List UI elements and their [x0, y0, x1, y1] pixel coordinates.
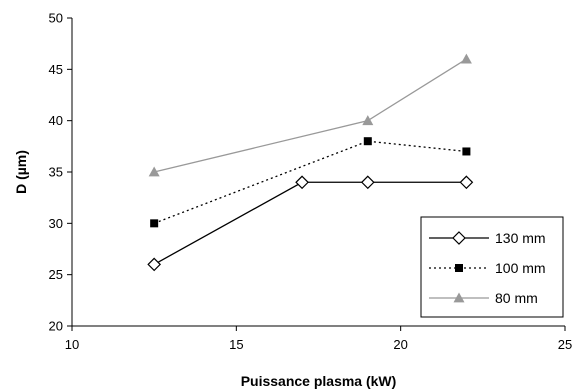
legend-box: [420, 216, 564, 318]
legend-marker: [452, 231, 466, 245]
series-line: [154, 58, 467, 173]
series-layer: [147, 53, 474, 272]
y-tick-label: 20: [49, 319, 63, 334]
x-tick-label: 15: [229, 337, 243, 352]
data-point: [459, 175, 474, 190]
y-tick-label: 45: [49, 62, 63, 77]
series-100-mm: [150, 137, 471, 228]
x-axis-title: Puissance plasma (kW): [241, 373, 397, 389]
axes: 20 25 30 35 40 45 50 10 15 20 25: [49, 11, 573, 353]
data-point: [147, 257, 162, 272]
series-80-mm: [148, 53, 472, 177]
data-point: [460, 53, 472, 64]
legend-label: 80 mm: [495, 290, 538, 306]
legend-label: 130 mm: [495, 230, 546, 246]
data-point: [150, 219, 159, 228]
y-tick-label: 40: [49, 113, 63, 128]
y-tick-label: 50: [49, 11, 63, 26]
series-line: [153, 181, 467, 265]
data-point: [362, 115, 374, 126]
data-point: [363, 137, 372, 146]
y-tick-label: 30: [49, 216, 63, 231]
y-tick-label: 35: [49, 165, 63, 180]
y-tick-label: 25: [49, 267, 63, 282]
series-line: [153, 140, 467, 224]
legend-label: 100 mm: [495, 260, 546, 276]
legend-marker: [453, 292, 465, 303]
series-130-mm: [147, 175, 474, 272]
data-point: [360, 175, 375, 190]
y-axis-title: D (µm): [13, 150, 29, 194]
x-tick-label: 25: [558, 337, 572, 352]
x-tick-label: 20: [393, 337, 407, 352]
legend-marker: [455, 264, 463, 272]
legend: 130 mm 100 mm 80 mm: [420, 216, 564, 318]
data-point: [462, 147, 471, 156]
x-tick-label: 10: [65, 337, 79, 352]
data-point: [148, 166, 160, 177]
data-point: [295, 175, 309, 190]
